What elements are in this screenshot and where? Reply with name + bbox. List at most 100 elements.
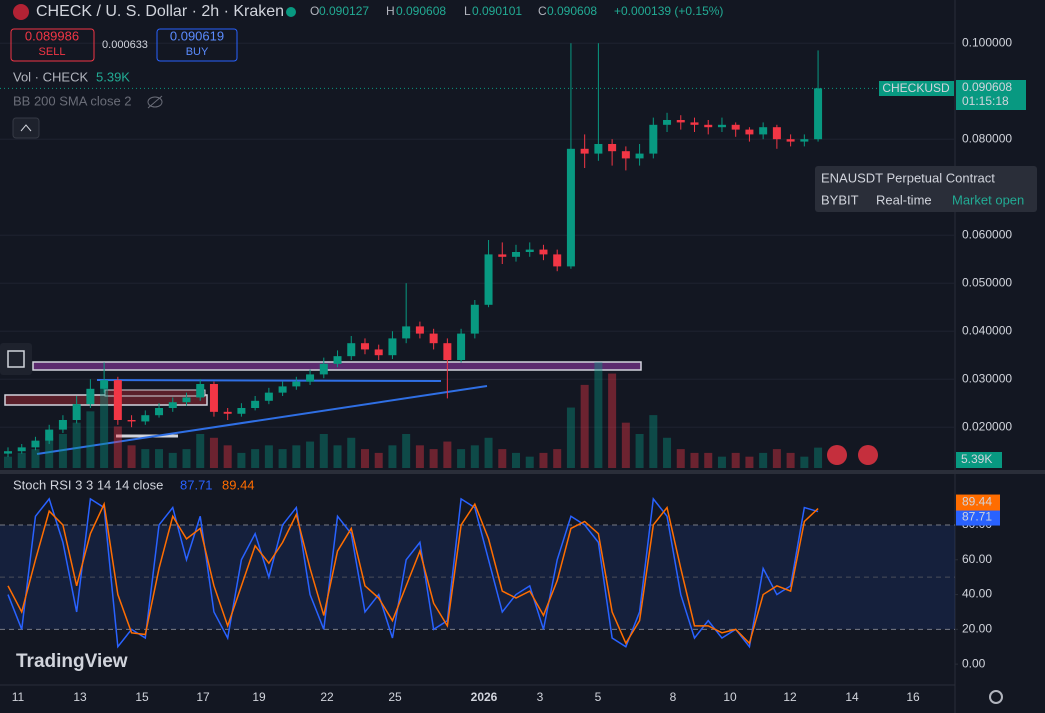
collapse-button[interactable]	[12, 117, 40, 139]
volume-bar	[209, 437, 218, 468]
tooltip-mode: Real-time	[876, 192, 932, 207]
candle-body	[292, 381, 301, 387]
y-tick-label: 0.020000	[962, 419, 1012, 433]
candle-body	[457, 333, 466, 360]
candle-body	[649, 124, 658, 154]
volume-bar	[86, 411, 95, 468]
ohlc-label: L	[464, 4, 471, 18]
symbol-tag	[879, 81, 954, 96]
zone-drawing[interactable]	[104, 389, 206, 397]
volume-bar	[429, 449, 438, 468]
x-tick-label: 13	[73, 690, 87, 704]
candle-body	[484, 254, 493, 305]
candle-body	[209, 384, 218, 412]
candle-body	[155, 408, 164, 416]
candle-body	[127, 420, 136, 422]
volume-bar	[264, 445, 273, 468]
candle-body	[237, 408, 246, 414]
candle-body	[786, 139, 795, 142]
volume-bar	[374, 452, 383, 468]
candle-body	[17, 447, 26, 452]
candle-body	[690, 122, 699, 125]
volume-bar	[360, 449, 369, 468]
volume-bar	[72, 422, 81, 468]
x-tick-label: 15	[135, 690, 149, 704]
x-tick-label: 8	[670, 690, 677, 704]
vol-tag	[956, 452, 1002, 468]
x-tick-label: 16	[906, 690, 920, 704]
x-tick-label: 10	[723, 690, 737, 704]
candle-body	[58, 420, 67, 430]
candle-body	[800, 139, 809, 142]
tool-button[interactable]	[0, 343, 32, 375]
sell-price: 0.089986	[25, 28, 79, 43]
line-drawing[interactable]	[96, 379, 442, 382]
candle-body	[512, 252, 521, 257]
volume-bar	[388, 445, 397, 468]
flag-icon	[13, 4, 29, 20]
price-tag	[956, 80, 1026, 110]
volume-bar	[731, 452, 740, 468]
ohlc-label: H	[386, 4, 395, 18]
event-flag[interactable]	[858, 445, 878, 465]
volume-bar	[786, 452, 795, 468]
trend-line[interactable]	[36, 385, 488, 455]
volume-bar	[4, 456, 12, 468]
x-tick-label: 2026	[471, 690, 498, 704]
candle-body	[429, 333, 438, 344]
x-tick-label: 12	[783, 690, 797, 704]
volume-bar	[31, 449, 40, 468]
volume-bar	[457, 449, 466, 468]
candle-body	[594, 144, 603, 154]
volume-bar	[704, 452, 713, 468]
stoch-line	[7, 501, 819, 645]
x-tick-label: 14	[845, 690, 859, 704]
volume-bar	[690, 452, 699, 468]
candle-body	[498, 254, 507, 257]
candle-body	[566, 148, 575, 267]
indicator-title: Stoch RSI 3 3 14 14 close	[13, 477, 163, 492]
volume-bar	[525, 456, 534, 468]
chevron-icon	[20, 124, 32, 132]
eye-off-icon[interactable]	[147, 95, 163, 109]
event-flag[interactable]	[827, 445, 847, 465]
ohlc-label: O	[310, 4, 319, 18]
volume-bar	[539, 452, 548, 468]
sell-button[interactable]	[10, 28, 95, 62]
candle-body	[223, 411, 232, 414]
y-tick-label: 0.080000	[962, 131, 1012, 145]
vol-label: Vol · CHECK	[13, 69, 88, 84]
candle-body	[663, 120, 672, 125]
vol-value: 5.39K	[96, 69, 130, 84]
candle-body	[196, 384, 205, 398]
value-tag-text: 89.44	[962, 495, 992, 509]
symbol-tag-text: CHECKUSD	[882, 81, 950, 95]
tooltip-title: ENAUSDT Perpetual Contract	[821, 170, 995, 185]
sell-label: SELL	[39, 46, 66, 58]
volume-bar	[608, 373, 617, 468]
x-tick-label: 25	[388, 690, 402, 704]
volume-bar	[676, 449, 685, 468]
volume-bar	[484, 437, 493, 468]
candle-body	[113, 380, 122, 420]
volume-bar	[168, 452, 177, 468]
volume-bar	[470, 445, 479, 468]
y-tick-label: 60.00	[962, 552, 992, 566]
x-tick-label: 3	[537, 690, 544, 704]
candle-body	[580, 148, 589, 154]
candle-body	[264, 392, 273, 401]
ohlc-value: 0.090101	[472, 4, 522, 18]
volume-bar	[621, 422, 630, 468]
value-tag-text: 87.71	[962, 510, 992, 524]
candle-body	[608, 144, 617, 152]
candle-body	[182, 397, 191, 403]
price-tag-countdown: 01:15:18	[962, 94, 1009, 108]
settings-icon[interactable]	[989, 690, 1003, 704]
candle-body	[759, 127, 768, 135]
volume-bar	[306, 441, 315, 468]
volume-bar	[814, 447, 823, 468]
buy-label: BUY	[186, 46, 209, 58]
candle-body	[635, 153, 644, 159]
buy-button[interactable]	[156, 28, 238, 62]
